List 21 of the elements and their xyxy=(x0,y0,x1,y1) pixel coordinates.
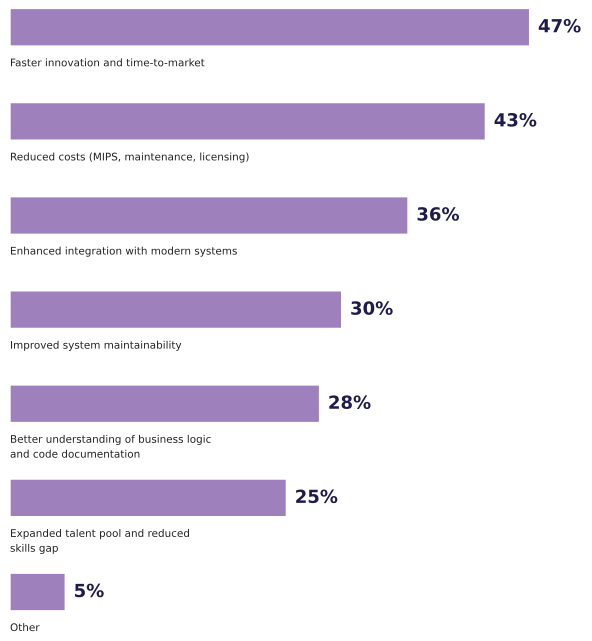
data-label: 30% xyxy=(351,301,393,315)
data-label: 28% xyxy=(329,395,371,410)
data-label: 47% xyxy=(538,18,581,33)
bar xyxy=(10,196,409,236)
y-tick-label: Enhanced integration with modern systems xyxy=(11,246,237,257)
y-tick-label: Other xyxy=(10,623,40,632)
y-tick-label: Expanded talent pool and reduced skills gap xyxy=(10,528,189,554)
data-label: 43% xyxy=(494,113,536,127)
data-label: 36% xyxy=(418,207,459,221)
data-label: 25% xyxy=(296,490,338,504)
bar xyxy=(10,102,486,141)
bar xyxy=(10,8,530,47)
y-tick-label: Reduced costs (MIPS, maintenance, licensing) xyxy=(11,152,249,163)
y-tick-label: Better understanding of business logic and code documentation xyxy=(10,434,211,458)
y-tick-label: Improved system maintainability xyxy=(11,340,182,351)
bar xyxy=(10,478,288,518)
bar xyxy=(10,572,66,612)
bar xyxy=(10,290,342,330)
bar xyxy=(10,384,320,424)
y-tick-label: Faster innovation and time-to-market xyxy=(11,58,205,66)
data-label: 5% xyxy=(75,584,104,598)
